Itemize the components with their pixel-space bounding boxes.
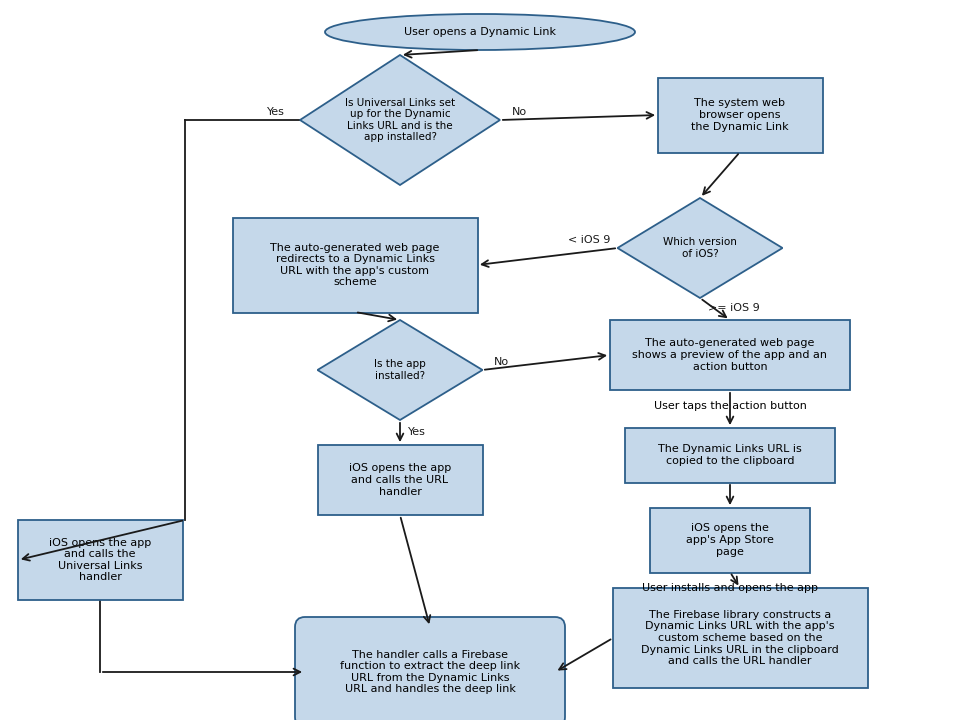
Text: User taps the action button: User taps the action button bbox=[654, 401, 806, 411]
Text: Is Universal Links set
up for the Dynamic
Links URL and is the
app installed?: Is Universal Links set up for the Dynami… bbox=[345, 98, 455, 143]
FancyBboxPatch shape bbox=[17, 520, 182, 600]
Text: >= iOS 9: >= iOS 9 bbox=[708, 303, 759, 313]
Text: The auto-generated web page
redirects to a Dynamic Links
URL with the app's cust: The auto-generated web page redirects to… bbox=[271, 243, 440, 287]
FancyBboxPatch shape bbox=[658, 78, 823, 153]
FancyBboxPatch shape bbox=[610, 320, 850, 390]
Text: Yes: Yes bbox=[408, 427, 426, 437]
Text: iOS opens the
app's App Store
page: iOS opens the app's App Store page bbox=[686, 523, 774, 557]
Polygon shape bbox=[318, 320, 483, 420]
Text: The system web
browser opens
the Dynamic Link: The system web browser opens the Dynamic… bbox=[691, 99, 789, 132]
Text: The auto-generated web page
shows a preview of the app and an
action button: The auto-generated web page shows a prev… bbox=[633, 338, 828, 372]
FancyBboxPatch shape bbox=[318, 445, 483, 515]
Polygon shape bbox=[300, 55, 500, 185]
Text: The Dynamic Links URL is
copied to the clipboard: The Dynamic Links URL is copied to the c… bbox=[659, 444, 802, 466]
Polygon shape bbox=[617, 198, 782, 298]
Text: Is the app
installed?: Is the app installed? bbox=[374, 359, 426, 381]
Text: Which version
of iOS?: Which version of iOS? bbox=[663, 237, 737, 258]
Text: < iOS 9: < iOS 9 bbox=[567, 235, 610, 245]
Text: Yes: Yes bbox=[267, 107, 285, 117]
FancyBboxPatch shape bbox=[612, 588, 868, 688]
FancyBboxPatch shape bbox=[295, 617, 565, 720]
FancyBboxPatch shape bbox=[625, 428, 835, 482]
Text: The Firebase library constructs a
Dynamic Links URL with the app's
custom scheme: The Firebase library constructs a Dynami… bbox=[641, 610, 839, 666]
Text: iOS opens the app
and calls the URL
handler: iOS opens the app and calls the URL hand… bbox=[348, 464, 451, 497]
Text: The handler calls a Firebase
function to extract the deep link
URL from the Dyna: The handler calls a Firebase function to… bbox=[340, 649, 520, 694]
Text: User opens a Dynamic Link: User opens a Dynamic Link bbox=[404, 27, 556, 37]
Text: No: No bbox=[512, 107, 527, 117]
Text: User installs and opens the app: User installs and opens the app bbox=[642, 583, 818, 593]
Text: iOS opens the app
and calls the
Universal Links
handler: iOS opens the app and calls the Universa… bbox=[49, 538, 151, 582]
FancyBboxPatch shape bbox=[232, 217, 477, 312]
FancyBboxPatch shape bbox=[650, 508, 810, 572]
Ellipse shape bbox=[325, 14, 635, 50]
Text: No: No bbox=[494, 357, 509, 367]
